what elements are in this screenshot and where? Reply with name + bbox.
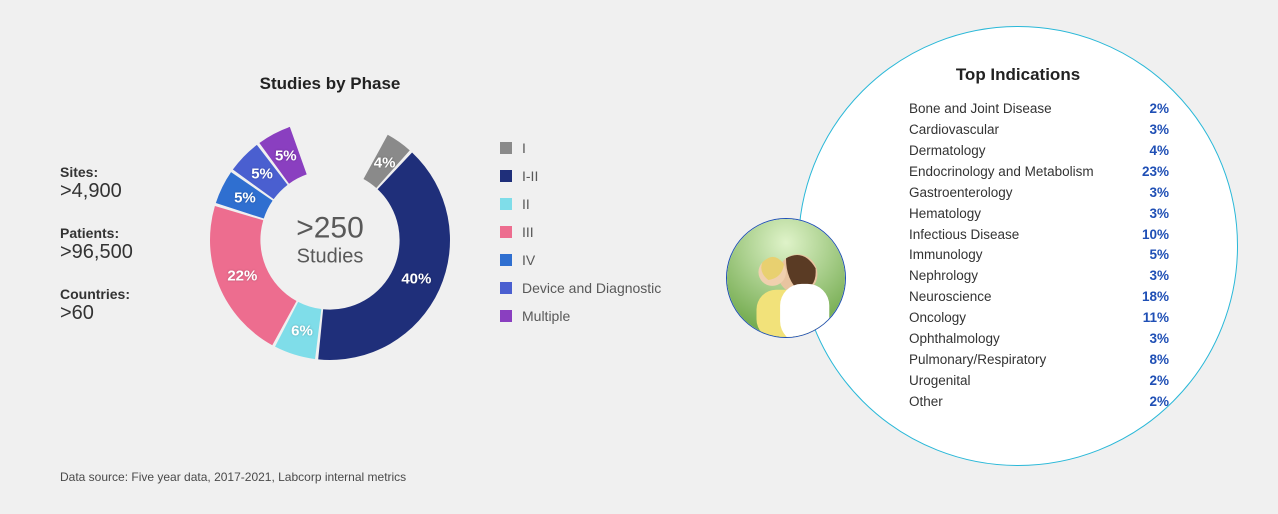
indication-name: Immunology — [909, 245, 983, 266]
legend-label: I-II — [522, 168, 538, 184]
donut-center-big: >250 — [296, 212, 364, 246]
stat-value: >96,500 — [60, 241, 133, 264]
stat-label: Countries: — [60, 286, 133, 302]
key-stats: Sites: >4,900 Patients: >96,500 Countrie… — [60, 164, 133, 347]
indication-pct: 4% — [1149, 141, 1169, 162]
top-indications-panel: Top Indications Bone and Joint Disease 2%… — [798, 26, 1238, 466]
indication-row: Ophthalmology 3% — [909, 329, 1169, 350]
legend-swatch — [500, 282, 512, 294]
indication-row: Infectious Disease 10% — [909, 225, 1169, 246]
stat-label: Patients: — [60, 225, 133, 241]
indication-pct: 3% — [1149, 204, 1169, 225]
indication-row: Urogenital 2% — [909, 371, 1169, 392]
indication-name: Urogenital — [909, 371, 971, 392]
donut-chart-title: Studies by Phase — [200, 74, 460, 94]
indication-row: Bone and Joint Disease 2% — [909, 99, 1169, 120]
legend-item: IV — [500, 252, 661, 268]
indication-name: Nephrology — [909, 266, 978, 287]
legend-item: Multiple — [500, 308, 661, 324]
indication-pct: 5% — [1149, 245, 1169, 266]
indication-name: Neuroscience — [909, 287, 992, 308]
indication-name: Cardiovascular — [909, 120, 999, 141]
donut-slice-label: 4% — [374, 154, 396, 171]
indication-pct: 18% — [1142, 287, 1169, 308]
indication-pct: 23% — [1142, 162, 1169, 183]
indication-row: Other 2% — [909, 392, 1169, 413]
indication-name: Dermatology — [909, 141, 986, 162]
legend-label: I — [522, 140, 526, 156]
indication-name: Bone and Joint Disease — [909, 99, 1052, 120]
legend-label: Multiple — [522, 308, 570, 324]
legend-swatch — [500, 310, 512, 322]
legend-item: I — [500, 140, 661, 156]
indication-pct: 3% — [1149, 120, 1169, 141]
donut-slice-label: 5% — [234, 190, 256, 207]
legend-item: I-II — [500, 168, 661, 184]
indication-name: Pulmonary/Respiratory — [909, 350, 1046, 371]
legend-item: Device and Diagnostic — [500, 280, 661, 296]
top-indications-title: Top Indications — [799, 65, 1237, 85]
indication-row: Nephrology 3% — [909, 266, 1169, 287]
indication-pct: 2% — [1149, 392, 1169, 413]
indication-pct: 3% — [1149, 329, 1169, 350]
indication-name: Gastroenterology — [909, 183, 1013, 204]
indication-row: Neuroscience 18% — [909, 287, 1169, 308]
donut-center-small: Studies — [296, 246, 364, 269]
stat-patients: Patients: >96,500 — [60, 225, 133, 264]
legend-swatch — [500, 142, 512, 154]
indication-row: Cardiovascular 3% — [909, 120, 1169, 141]
indication-row: Dermatology 4% — [909, 141, 1169, 162]
indication-pct: 10% — [1142, 225, 1169, 246]
indication-pct: 2% — [1149, 371, 1169, 392]
indication-name: Hematology — [909, 204, 981, 225]
indication-name: Ophthalmology — [909, 329, 1000, 350]
legend-swatch — [500, 198, 512, 210]
indication-row: Endocrinology and Metabolism 23% — [909, 162, 1169, 183]
indication-pct: 2% — [1149, 99, 1169, 120]
top-indications-list: Bone and Joint Disease 2% Cardiovascular 3%… — [909, 99, 1169, 413]
legend-item: III — [500, 224, 661, 240]
indication-name: Oncology — [909, 308, 966, 329]
indication-pct: 8% — [1149, 350, 1169, 371]
stat-value: >60 — [60, 302, 133, 325]
indication-pct: 3% — [1149, 266, 1169, 287]
indication-name: Infectious Disease — [909, 225, 1019, 246]
indication-row: Gastroenterology 3% — [909, 183, 1169, 204]
indication-name: Endocrinology and Metabolism — [909, 162, 1094, 183]
legend-label: IV — [522, 252, 535, 268]
legend-swatch — [500, 226, 512, 238]
data-source-footnote: Data source: Five year data, 2017-2021, … — [60, 470, 406, 484]
donut-center-text: >250 Studies — [296, 212, 364, 269]
donut-slice-label: 6% — [291, 322, 313, 339]
legend-label: Device and Diagnostic — [522, 280, 661, 296]
donut-slice-label: 5% — [251, 165, 273, 182]
indication-row: Immunology 5% — [909, 245, 1169, 266]
indication-row: Hematology 3% — [909, 204, 1169, 225]
stat-countries: Countries: >60 — [60, 286, 133, 325]
donut-chart: >250 Studies 4%40%6%22%5%5%5% — [200, 110, 460, 370]
legend-swatch — [500, 254, 512, 266]
donut-slice-label: 5% — [275, 148, 297, 165]
indication-row: Oncology 11% — [909, 308, 1169, 329]
legend-label: II — [522, 196, 530, 212]
donut-slice-label: 22% — [227, 268, 257, 285]
donut-legend: II-IIIIIIIIVDevice and DiagnosticMultipl… — [500, 140, 661, 336]
legend-label: III — [522, 224, 534, 240]
donut-slice-label: 40% — [401, 271, 431, 288]
indication-pct: 11% — [1143, 308, 1169, 329]
legend-swatch — [500, 170, 512, 182]
indication-pct: 3% — [1149, 183, 1169, 204]
stat-sites: Sites: >4,900 — [60, 164, 133, 203]
stat-label: Sites: — [60, 164, 133, 180]
photo-mother-child-icon — [727, 219, 845, 337]
indication-row: Pulmonary/Respiratory 8% — [909, 350, 1169, 371]
stat-value: >4,900 — [60, 180, 133, 203]
legend-item: II — [500, 196, 661, 212]
indication-name: Other — [909, 392, 943, 413]
inset-photo-circle — [726, 218, 846, 338]
